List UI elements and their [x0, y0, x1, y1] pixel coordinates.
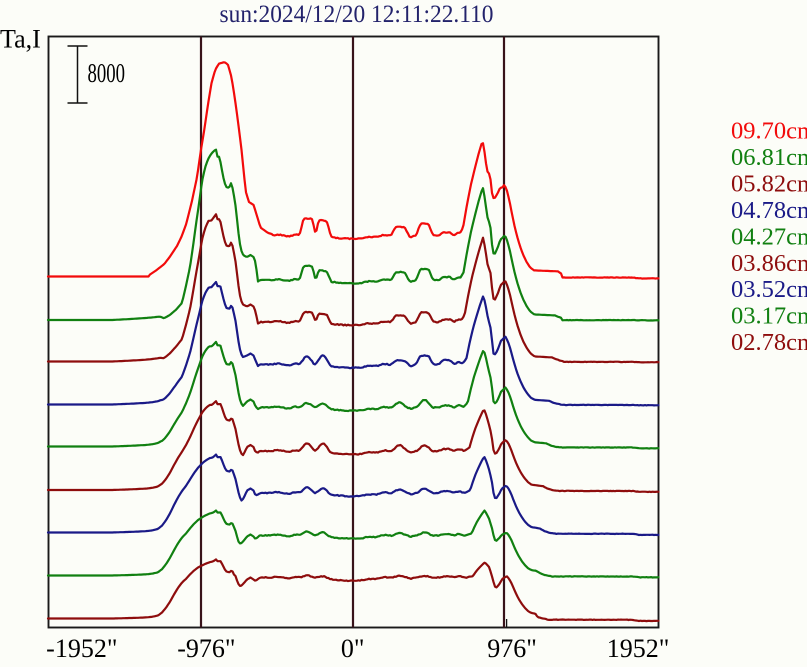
svg-text:8000: 8000 — [88, 58, 126, 88]
svg-text:02.78cm: 02.78cm — [731, 329, 807, 356]
svg-text:976": 976" — [487, 634, 537, 662]
svg-text:04.78cm: 04.78cm — [731, 197, 807, 224]
svg-text:05.82cm: 05.82cm — [731, 170, 807, 197]
svg-text:-1952": -1952" — [46, 634, 117, 662]
svg-text:09.70cm: 09.70cm — [731, 118, 807, 145]
svg-text:04.27cm: 04.27cm — [731, 223, 807, 250]
svg-text:06.81cm: 06.81cm — [731, 144, 807, 171]
svg-text:1952": 1952" — [607, 634, 670, 662]
svg-text:03.17cm: 03.17cm — [731, 303, 807, 330]
svg-text:03.52cm: 03.52cm — [731, 276, 807, 303]
svg-text:0": 0" — [341, 634, 365, 662]
svg-text:sun:2024/12/20 12:11:22.110: sun:2024/12/20 12:11:22.110 — [220, 1, 494, 28]
svg-text:Ta,I: Ta,I — [0, 25, 41, 54]
svg-text:-976": -976" — [177, 634, 235, 662]
svg-text:03.86cm: 03.86cm — [731, 250, 807, 277]
